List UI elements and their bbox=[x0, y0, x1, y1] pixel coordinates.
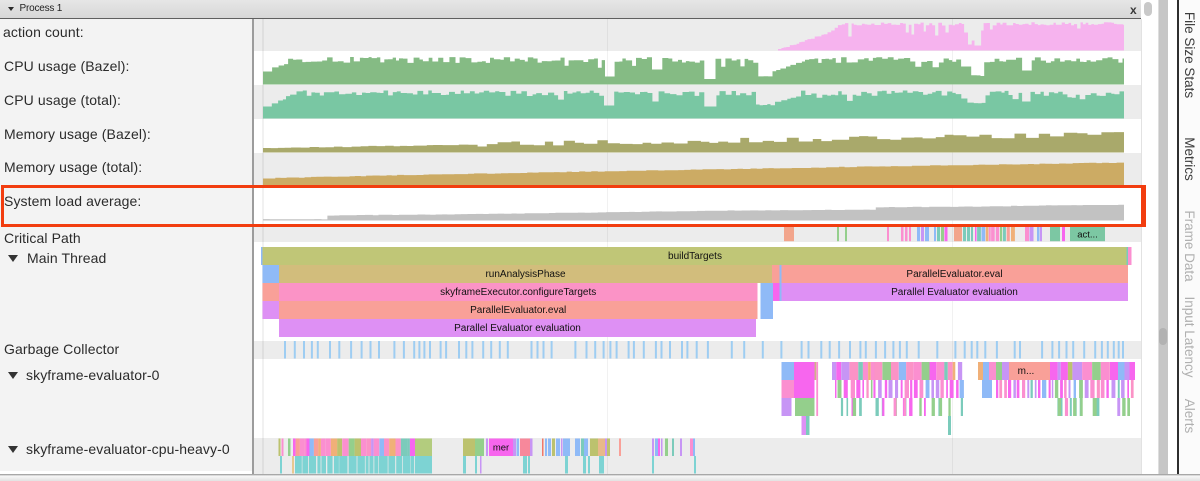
svg-text:runAnalysisPhase: runAnalysisPhase bbox=[485, 269, 565, 280]
svg-text:m...: m... bbox=[1018, 366, 1035, 377]
svg-text:buildTargets: buildTargets bbox=[668, 251, 722, 262]
svg-text:ParallelEvaluator.eval: ParallelEvaluator.eval bbox=[470, 305, 566, 316]
svg-text:Parallel Evaluator evaluation: Parallel Evaluator evaluation bbox=[454, 323, 581, 334]
svg-text:skyframeExecutor.configureTarg: skyframeExecutor.configureTargets bbox=[440, 287, 596, 298]
svg-text:Parallel Evaluator evaluation: Parallel Evaluator evaluation bbox=[891, 287, 1018, 298]
svg-text:mer: mer bbox=[493, 442, 509, 453]
svg-text:act...: act... bbox=[1077, 230, 1098, 241]
svg-text:ParallelEvaluator.eval: ParallelEvaluator.eval bbox=[906, 269, 1002, 280]
